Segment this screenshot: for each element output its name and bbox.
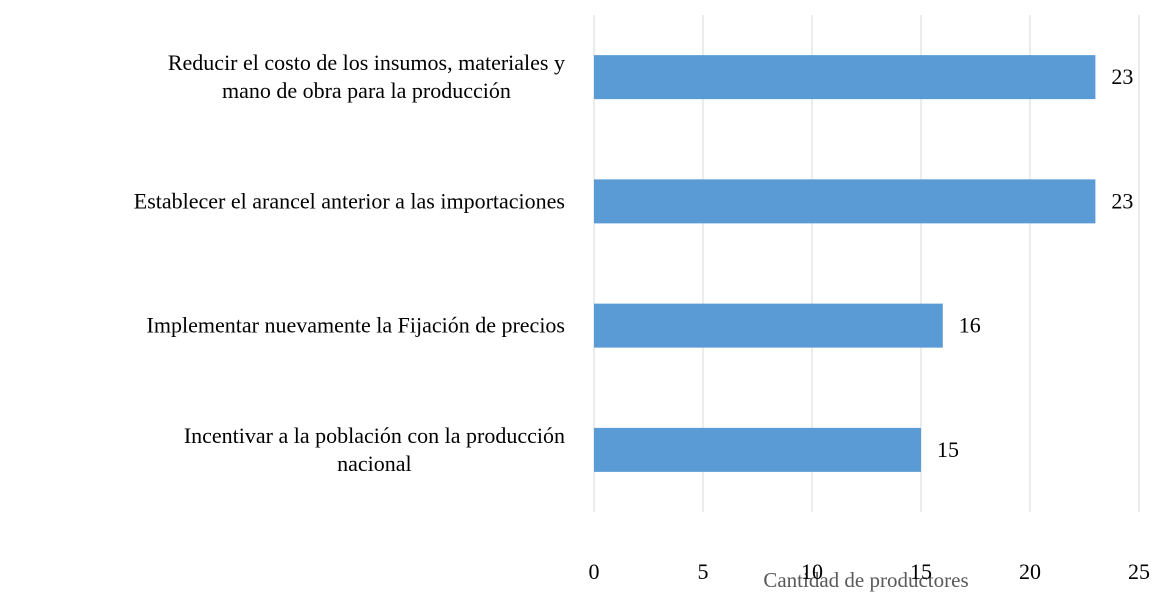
y-tick-label-line: mano de obra para la producción — [222, 78, 511, 103]
bar — [594, 55, 1096, 100]
bar — [594, 427, 921, 472]
y-tick-label: Incentivar a la población con la producc… — [184, 423, 565, 476]
data-label: 23 — [1111, 188, 1133, 213]
x-tick-label: 5 — [698, 559, 709, 584]
bar — [594, 179, 1096, 224]
y-tick-label: Reducir el costo de los insumos, materia… — [168, 50, 565, 103]
y-tick-label-line: Reducir el costo de los insumos, materia… — [168, 50, 565, 75]
y-tick-label-line: Implementar nuevamente la Fijación de pr… — [147, 313, 565, 338]
x-tick-label: 20 — [1019, 559, 1041, 584]
data-label: 15 — [937, 437, 959, 462]
y-tick-label: Establecer el arancel anterior a las imp… — [134, 188, 565, 213]
x-axis-label: Cantidad de productores — [763, 568, 968, 592]
x-tick-label: 15 — [910, 559, 932, 584]
y-tick-label: Implementar nuevamente la Fijación de pr… — [147, 313, 565, 338]
bar — [594, 303, 943, 348]
x-tick-label: 25 — [1128, 559, 1150, 584]
data-label: 16 — [959, 313, 981, 338]
y-tick-label-line: nacional — [337, 451, 412, 476]
y-tick-label-line: Incentivar a la población con la producc… — [184, 423, 565, 448]
data-label: 23 — [1111, 64, 1133, 89]
x-tick-label: 0 — [589, 559, 600, 584]
x-tick-label: 10 — [801, 559, 823, 584]
y-tick-label-line: Establecer el arancel anterior a las imp… — [134, 188, 565, 213]
